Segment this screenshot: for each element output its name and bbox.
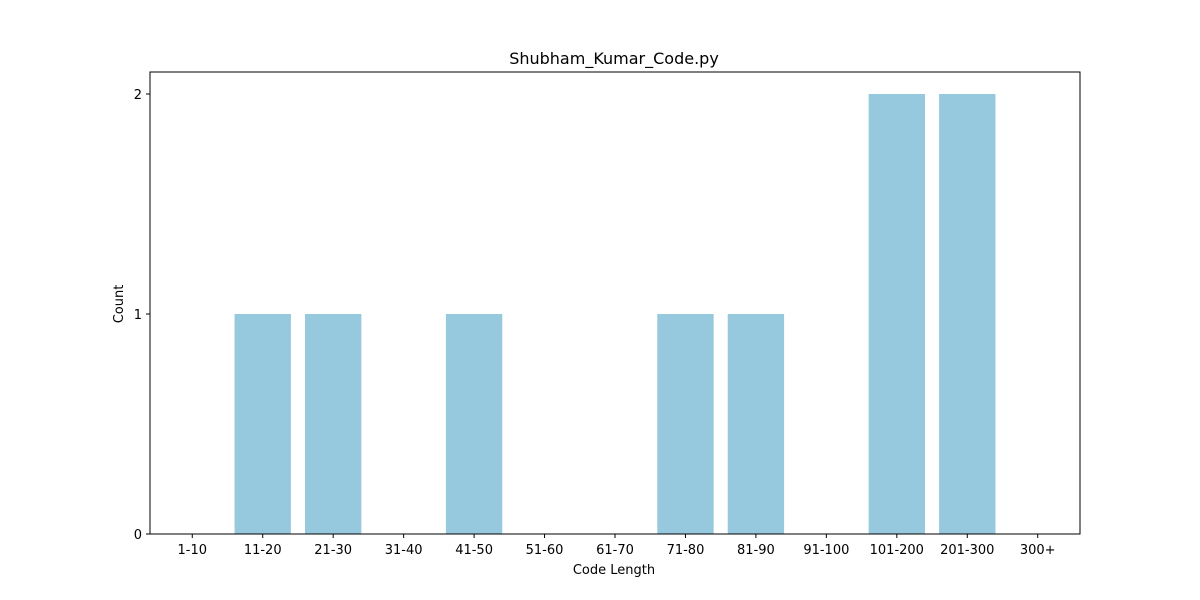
x-tick-label: 61-70 [596, 543, 634, 558]
bars [234, 94, 996, 534]
x-tick-label: 21-30 [314, 543, 352, 558]
x-tick-label: 11-20 [244, 543, 282, 558]
y-tick-label: 2 [134, 88, 142, 103]
x-tick-label: 101-200 [870, 543, 924, 558]
bar-21-30 [305, 314, 362, 534]
bar-81-90 [727, 314, 785, 534]
x-tick-label: 51-60 [526, 543, 564, 558]
x-tick-label: 31-40 [385, 543, 423, 558]
y-axis-ticks: 0 1 2 [134, 88, 150, 543]
y-tick-label: 1 [134, 308, 142, 323]
bar-101-200 [868, 94, 925, 534]
chart-title: Shubham_Kumar_Code.py [509, 49, 719, 69]
y-tick-label: 0 [134, 528, 142, 543]
x-axis-ticks: 1-10 11-20 21-30 31-40 41-50 51-60 61-70 71-80 8… [178, 534, 1056, 558]
plot-frame [149, 71, 1081, 535]
x-tick-label: 300+ [1020, 543, 1056, 558]
x-axis-label: Code Length [573, 563, 655, 578]
x-tick-label: 41-50 [455, 543, 493, 558]
x-tick-label: 1-10 [178, 543, 208, 558]
x-tick-label: 91-100 [803, 543, 849, 558]
bar-71-80 [657, 314, 714, 534]
x-tick-label: 201-300 [940, 543, 994, 558]
x-tick-label: 71-80 [667, 543, 705, 558]
bar-11-20 [234, 314, 291, 534]
bar-41-50 [445, 314, 503, 534]
y-axis-label: Count [112, 285, 127, 324]
x-tick-label: 81-90 [737, 543, 775, 558]
bar-201-300 [939, 94, 996, 534]
